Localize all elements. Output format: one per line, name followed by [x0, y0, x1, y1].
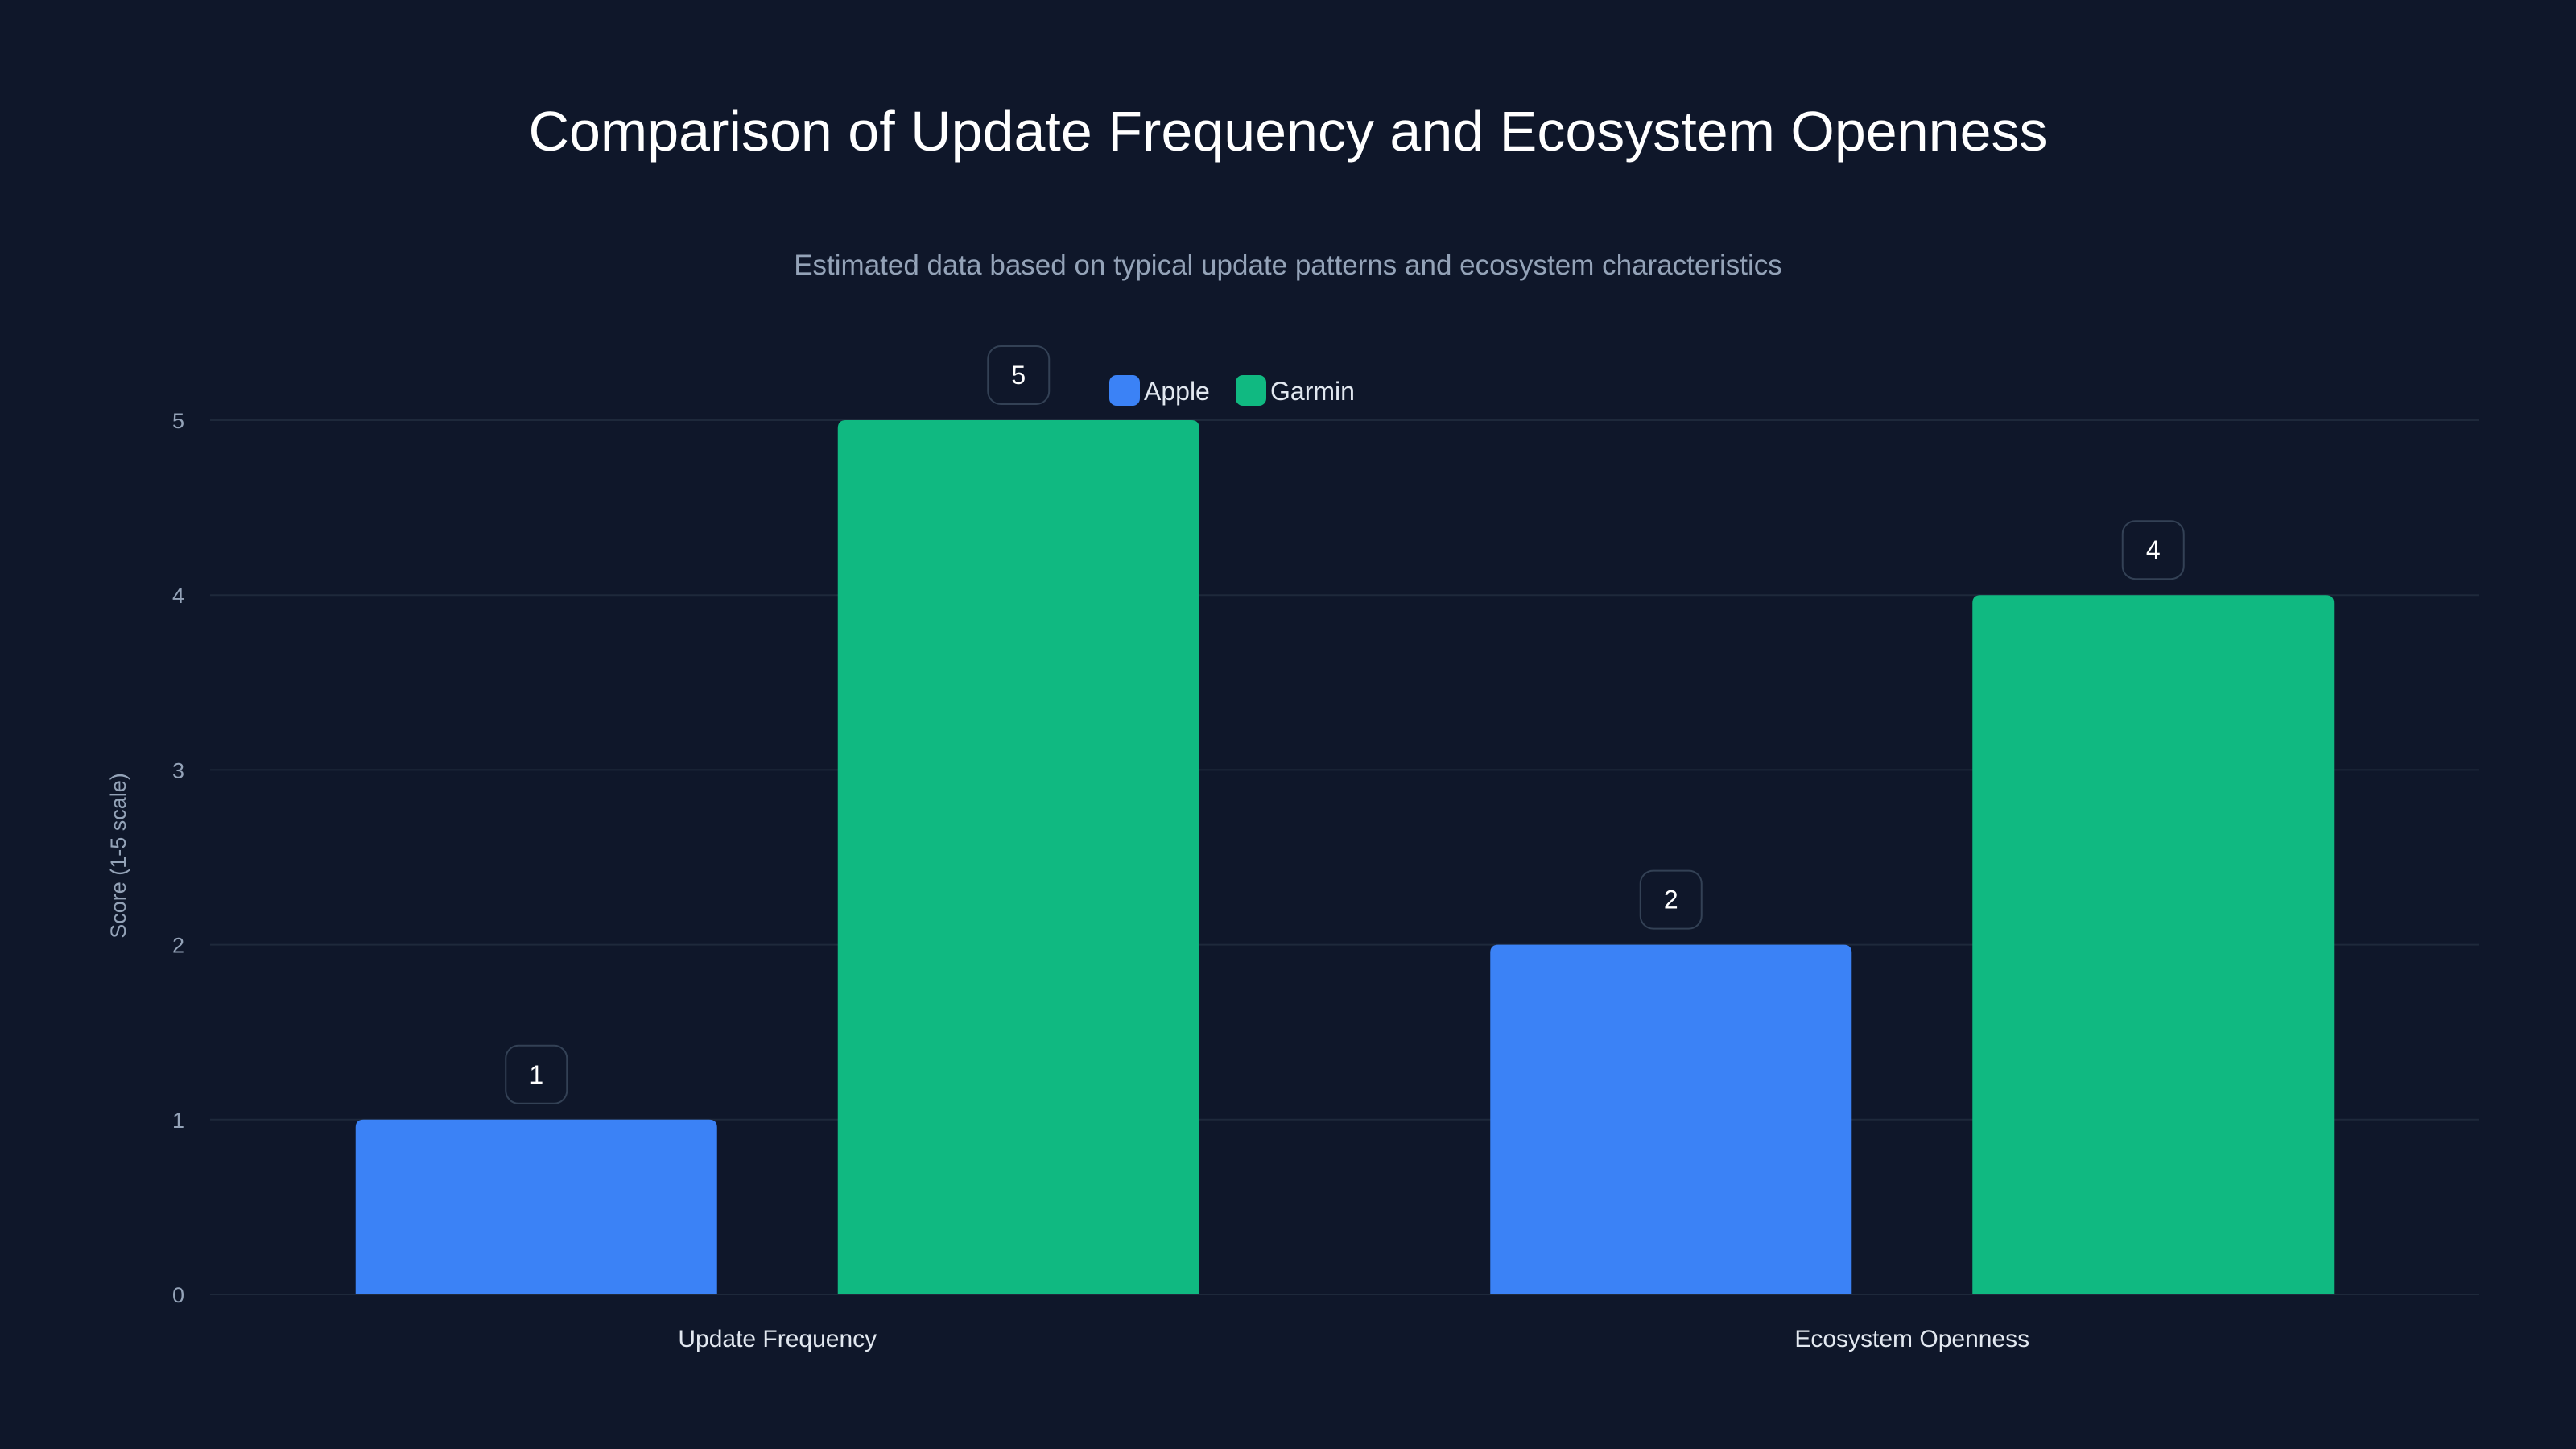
chart-title: Comparison of Update Frequency and Ecosy… — [528, 100, 2047, 163]
y-tick-label: 4 — [172, 584, 184, 608]
bars — [355, 420, 2334, 1294]
bar-garmin[interactable] — [837, 420, 1199, 1294]
category-labels: Update Frequency Ecosystem Openness — [678, 1326, 2029, 1352]
y-axis-label: Score (1-5 scale) — [106, 773, 130, 939]
data-label: 4 — [2146, 535, 2161, 564]
bar-garmin[interactable] — [1972, 595, 2334, 1294]
chart-subtitle: Estimated data based on typical update p… — [794, 250, 1782, 281]
legend-label: Apple — [1144, 377, 1210, 406]
data-label: 2 — [1664, 886, 1678, 914]
legend-swatch-garmin — [1236, 375, 1266, 406]
bar-apple[interactable] — [355, 1119, 717, 1294]
data-label-box — [2121, 520, 2185, 580]
data-label-box — [987, 345, 1051, 405]
data-label-box — [505, 1044, 568, 1104]
y-tick-label: 3 — [172, 758, 184, 782]
data-label: 1 — [529, 1060, 543, 1089]
y-tick-label: 5 — [172, 409, 184, 433]
data-label: 5 — [1011, 361, 1026, 390]
legend: Apple Garmin — [1109, 375, 1355, 406]
category-label: Ecosystem Openness — [1794, 1326, 2029, 1352]
category-label: Update Frequency — [678, 1326, 877, 1352]
data-label-box — [1639, 869, 1703, 930]
legend-label: Garmin — [1270, 377, 1355, 406]
y-tick-label: 0 — [172, 1283, 184, 1307]
y-tick-label: 2 — [172, 934, 184, 958]
bar-apple[interactable] — [1490, 944, 1852, 1294]
legend-swatch-apple — [1109, 375, 1140, 406]
y-tick-label: 1 — [172, 1108, 184, 1133]
y-tick-labels: 0 1 2 3 4 5 — [172, 409, 184, 1307]
